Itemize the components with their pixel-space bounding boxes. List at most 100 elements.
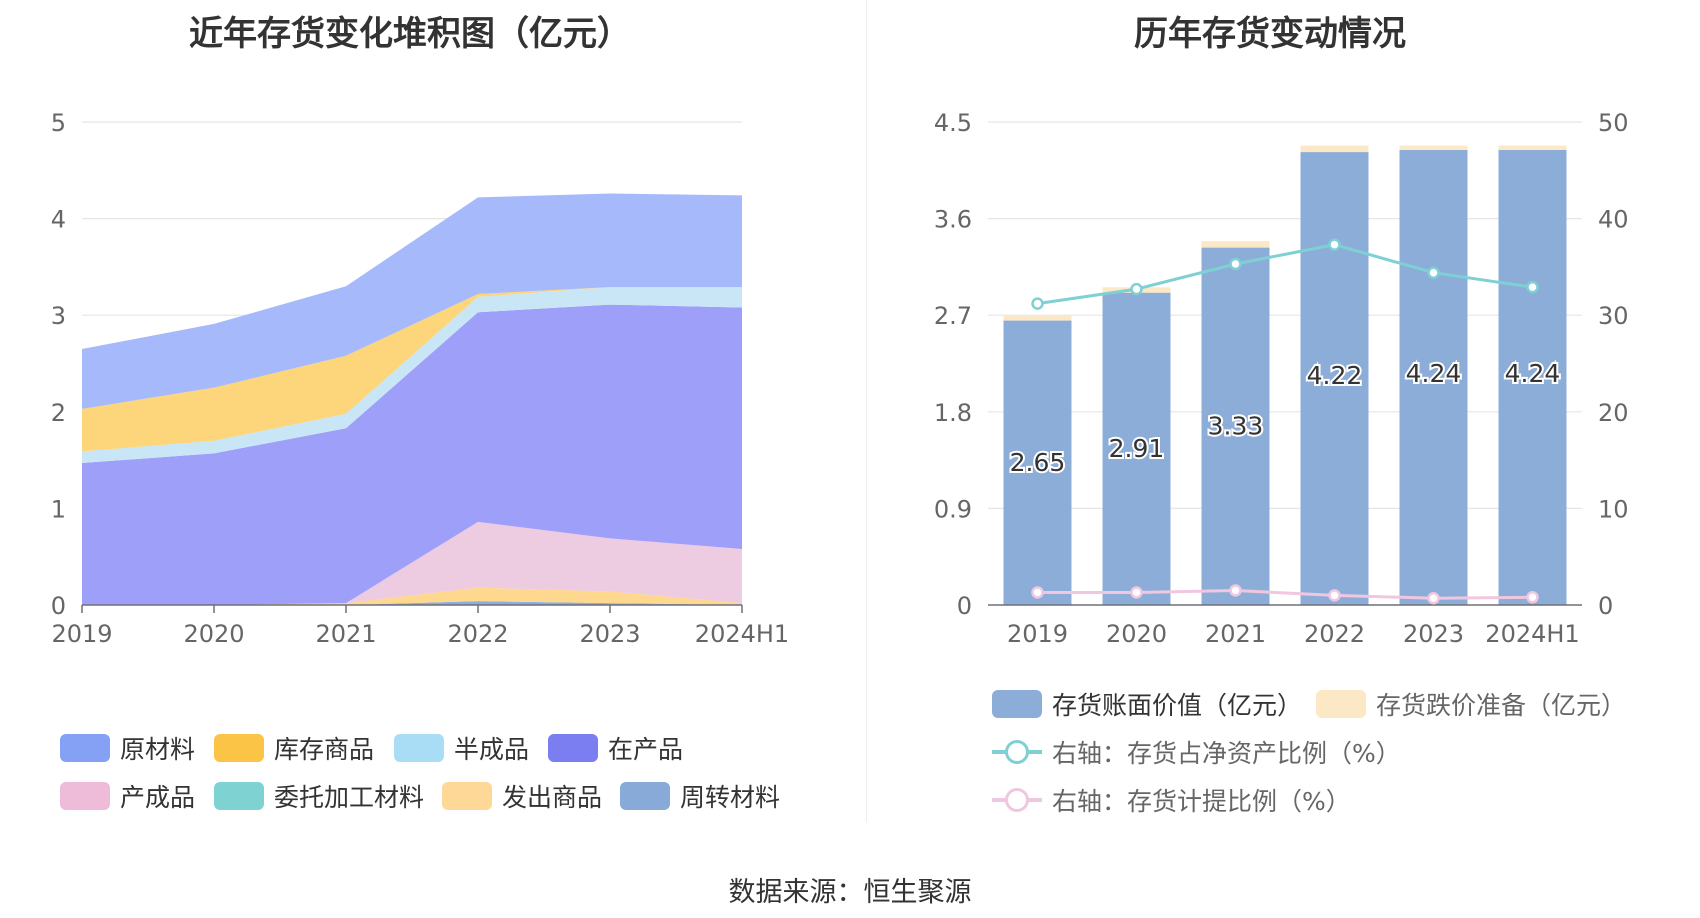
right-x-tick-label: 2022 (1304, 620, 1365, 648)
bar-book-value (1300, 152, 1369, 605)
bar-provision (1201, 241, 1270, 248)
line-point (1130, 586, 1143, 599)
line-point (1031, 297, 1044, 310)
right-x-tick-label: 2023 (1403, 620, 1464, 648)
left-y-tick-label: 4 (51, 206, 66, 234)
right-y2-tick-label: 0 (1598, 592, 1613, 620)
line-point (1229, 584, 1242, 597)
line-point (1130, 282, 1143, 296)
legend-label: 库存商品 (274, 735, 375, 764)
left-x-tick-label: 2020 (183, 620, 244, 648)
bar-data-label: 4.24 (1505, 359, 1561, 388)
legend-swatch (992, 690, 1042, 718)
legend-label: 存货跌价准备（亿元） (1376, 691, 1627, 720)
legend-swatch (548, 734, 598, 762)
legend-label: 产成品 (120, 783, 196, 812)
right-y2-tick-label: 40 (1598, 206, 1629, 234)
left-legend-item[interactable]: 周转材料 (620, 778, 780, 814)
bar-provision (1399, 145, 1468, 150)
left-y-tick-label: 1 (51, 495, 66, 523)
line-point (1328, 238, 1341, 251)
right-x-tick-label: 2024H1 (1485, 620, 1579, 648)
left-y-tick-label: 2 (51, 399, 66, 427)
right-legend-item[interactable]: 右轴：存货计提比例（%） (992, 782, 1351, 818)
left-legend-item[interactable]: 在产品 (548, 730, 683, 766)
right-y2-tick-label: 50 (1598, 109, 1629, 137)
legend-label: 右轴：存货计提比例（%） (1052, 787, 1351, 816)
right-y-tick-label: 4.5 (934, 109, 972, 137)
line-point (1031, 586, 1044, 599)
inventory-bar-chart: 0 0.9 1.8 2.7 3.6 4.5 0 10 20 30 40 50 2019 2020 2021 2… (934, 109, 1629, 648)
right-x-tick-label: 2019 (1007, 620, 1068, 648)
legend-swatch (620, 782, 670, 810)
legend-label: 右轴：存货占净资产比例（%） (1052, 739, 1401, 768)
legend-label: 半成品 (454, 735, 530, 764)
left-legend-item[interactable]: 半成品 (394, 730, 529, 766)
area-series-3 (82, 521, 742, 605)
line-point (1427, 266, 1440, 279)
legend-swatch (442, 782, 492, 810)
right-y2-tick-label: 30 (1598, 302, 1629, 330)
left-y-tick-label: 0 (51, 592, 66, 620)
right-legend-item[interactable]: 存货账面价值（亿元） (992, 686, 1302, 722)
legend-swatch (60, 782, 110, 810)
legend-swatch (992, 738, 1042, 766)
bar-data-label: 3.33 (1208, 411, 1264, 440)
right-chart-title: 历年存货变动情况 (1134, 14, 1406, 54)
legend-label: 周转材料 (680, 783, 781, 812)
right-y-tick-label: 3.6 (934, 206, 972, 234)
area-series-4 (82, 304, 742, 605)
left-x-tick-label: 2024H1 (695, 620, 789, 648)
left-legend-item[interactable]: 委托加工材料 (214, 778, 424, 814)
line-series-2 (1037, 243, 1533, 306)
bar-data-label: 4.24 (1406, 359, 1462, 388)
data-source: 数据来源：恒生聚源 (728, 877, 972, 908)
legend-swatch (1316, 690, 1366, 718)
right-legend-item[interactable]: 右轴：存货占净资产比例（%） (992, 734, 1401, 770)
legend-label: 发出商品 (502, 783, 603, 812)
line-point (1526, 280, 1539, 294)
area-series-1 (82, 587, 742, 605)
stacked-area-chart: 0 1 2 3 4 5 2019 2020 2021 2022 2023 2024H1 (51, 109, 789, 648)
bar-data-label: 4.22 (1307, 361, 1363, 390)
legend-label: 委托加工材料 (274, 783, 425, 812)
bar-book-value (1201, 247, 1270, 605)
legend-swatch (214, 782, 264, 810)
right-y-tick-label: 2.7 (934, 302, 972, 330)
bar-provision (1498, 145, 1567, 150)
line-point (1328, 589, 1341, 602)
left-chart-title: 近年存货变化堆积图（亿元） (189, 14, 631, 54)
legend-swatch (992, 786, 1042, 814)
right-y2-tick-label: 10 (1598, 495, 1629, 523)
left-x-tick-label: 2019 (51, 620, 112, 648)
line-point (1229, 257, 1242, 271)
right-y-tick-label: 0 (957, 592, 972, 620)
right-legend-item[interactable]: 存货跌价准备（亿元） (1316, 686, 1626, 722)
left-legend-item[interactable]: 库存商品 (214, 730, 374, 766)
bar-data-label: 2.65 (1010, 448, 1066, 477)
area-series-5 (82, 287, 742, 463)
left-x-tick-label: 2023 (579, 620, 640, 648)
line-point (1526, 591, 1539, 604)
right-x-tick-label: 2020 (1106, 620, 1167, 648)
left-legend-item[interactable]: 原材料 (60, 730, 195, 766)
area-series-7 (82, 193, 742, 409)
right-x-tick-label: 2021 (1205, 620, 1266, 648)
bar-book-value (1102, 292, 1171, 605)
left-y-tick-label: 5 (51, 109, 66, 137)
line-point (1427, 591, 1440, 605)
bar-book-value (1498, 149, 1567, 605)
line-series-3 (1037, 589, 1533, 600)
left-legend-item[interactable]: 产成品 (60, 778, 195, 814)
legend-swatch (60, 734, 110, 762)
legend-label: 原材料 (120, 735, 196, 764)
right-y2-tick-label: 20 (1598, 399, 1629, 427)
legend-swatch (394, 734, 444, 762)
area-series-6 (82, 287, 742, 452)
left-x-tick-label: 2022 (447, 620, 508, 648)
legend-swatch (214, 734, 264, 762)
left-y-tick-label: 3 (51, 302, 66, 330)
bar-book-value (1399, 149, 1468, 605)
left-legend-item[interactable]: 发出商品 (442, 778, 602, 814)
